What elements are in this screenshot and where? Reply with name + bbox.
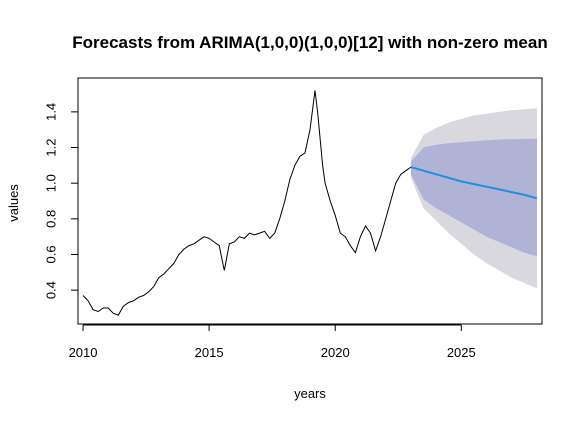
y-tick-label: 1.2	[43, 138, 58, 156]
x-tick-label: 2025	[447, 345, 476, 360]
y-axis: 0.4 0.6 0.8 1.0 1.2 1.4	[43, 103, 79, 299]
y-tick-label: 0.6	[43, 245, 58, 263]
forecast-mean-line	[410, 166, 538, 200]
y-tick-label: 1.0	[43, 174, 58, 192]
x-axis: 2010 2015 2020 2025	[69, 324, 476, 360]
y-axis-label: values	[6, 184, 21, 222]
y-tick-label: 1.4	[43, 103, 58, 121]
history-line	[82, 90, 412, 316]
y-tick-label: 0.4	[43, 281, 58, 299]
chart-title: Forecasts from ARIMA(1,0,0)(1,0,0)[12] w…	[72, 33, 547, 52]
x-tick-label: 2015	[195, 345, 224, 360]
series-lines	[82, 90, 538, 316]
x-axis-label: years	[294, 386, 326, 401]
band-80	[410, 138, 537, 257]
x-tick-label: 2010	[69, 345, 98, 360]
prediction-intervals	[410, 108, 537, 289]
y-tick-label: 0.8	[43, 210, 58, 228]
x-tick-label: 2020	[321, 345, 350, 360]
